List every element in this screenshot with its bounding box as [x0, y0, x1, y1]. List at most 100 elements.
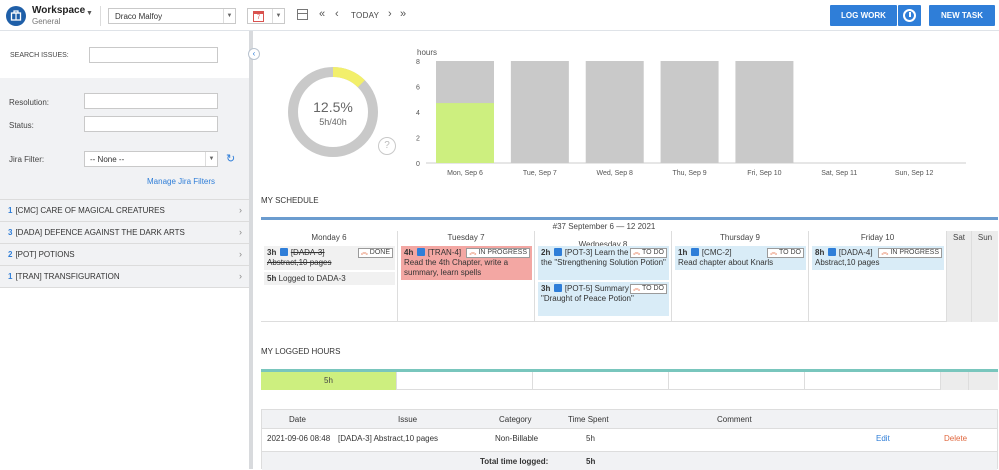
- task-hours: 8h: [815, 248, 825, 257]
- manage-filters-link[interactable]: Manage Jira Filters: [147, 177, 216, 186]
- user-select-value: Draco Malfoy: [115, 12, 163, 21]
- checkbox-icon: [827, 248, 836, 256]
- resolution-input[interactable]: [84, 93, 218, 109]
- table-header: Date Issue Category Time Spent Comment: [262, 410, 997, 429]
- left-panel: SEARCH ISSUES: Resolution: Status: Jira …: [0, 31, 249, 469]
- left-panel-empty: [0, 287, 249, 469]
- user-select[interactable]: Draco Malfoy ▼: [108, 8, 236, 24]
- task-hours: 5h: [267, 274, 277, 283]
- bar-planned: [660, 61, 719, 163]
- calendar-button[interactable]: 7 ▼: [247, 8, 285, 24]
- jira-filter-label: Jira Filter:: [9, 155, 45, 164]
- row-issue: [DADA-3] Abstract,10 pages: [338, 434, 439, 443]
- day-column-wednesday[interactable]: Wednesday 8 2h [POT-3] Learn the recipe …: [535, 231, 672, 322]
- chevron-right-icon: ›: [239, 205, 242, 215]
- panel-divider[interactable]: [249, 31, 253, 469]
- week-grid-icon[interactable]: [297, 9, 308, 20]
- task-hours: 3h: [267, 248, 277, 257]
- task-card[interactable]: 4h [TRAN-4] Read the 4th Chapter, write …: [401, 246, 532, 280]
- day-column-friday[interactable]: Friday 10 8h [DADA-4] Abstract,10 pages …: [809, 231, 947, 322]
- separator: [100, 6, 101, 26]
- x-tick-label: Mon, Sep 6: [447, 170, 483, 177]
- hours-value: 5h/40h: [319, 117, 347, 127]
- day-column-sunday[interactable]: Sun: [972, 231, 998, 322]
- workspace-title[interactable]: Workspace: [32, 5, 86, 16]
- x-tick-label: Tue, Sep 7: [523, 170, 557, 177]
- logged-hours-title: MY LOGGED HOURS: [261, 347, 341, 356]
- top-bar: Workspace General ▼ Draco Malfoy ▼ 7 ▼ «…: [0, 0, 999, 31]
- bar-planned: [510, 61, 569, 163]
- day-header: Thursday 9: [719, 233, 761, 242]
- x-tick-label: Thu, Sep 9: [672, 170, 706, 177]
- logged-hours-saturday: [941, 372, 969, 390]
- logged-hours-row: 5h: [261, 372, 998, 390]
- help-icon[interactable]: ?: [378, 137, 396, 155]
- workspace-caret-icon[interactable]: ▼: [86, 10, 93, 17]
- chevron-down-icon: ▼: [223, 9, 235, 23]
- project-name: [DADA] DEFENCE AGAINST THE DARK ARTS: [15, 228, 185, 237]
- day-column-monday[interactable]: Monday 6 3h [DADA-3] Abstract,10 pages ︽…: [261, 231, 398, 322]
- status-badge: IN PROGRESS: [890, 249, 939, 256]
- task-key: [DADA-4]: [838, 248, 873, 257]
- prev-week-icon[interactable]: «: [319, 8, 326, 20]
- task-card[interactable]: 2h [POT-3] Learn the recipe of the "Stre…: [538, 246, 669, 280]
- logged-hours-bar: [261, 369, 998, 372]
- workspace-icon[interactable]: [6, 6, 26, 26]
- task-title: Read chapter about Knarls: [678, 258, 774, 267]
- task-card[interactable]: 3h [POT-5] Summary about the "Draught of…: [538, 282, 669, 316]
- row-date: 2021-09-06 08:48: [267, 434, 331, 443]
- project-count: 1: [8, 206, 13, 215]
- task-title: Abstract,10 pages: [267, 258, 332, 267]
- project-item-pot[interactable]: 2 [POT] POTIONS ›: [0, 243, 249, 265]
- hours-bar-chart: hours 0 2 4 6 8 Mon, Sep 6 Tue, Sep 7 Wed, Sep 8…: [416, 48, 966, 177]
- edit-link[interactable]: Edit: [876, 434, 890, 443]
- task-card[interactable]: 1h [CMC-2] Read chapter about Knarls ︽ T…: [675, 246, 806, 270]
- delete-link[interactable]: Delete: [944, 434, 968, 443]
- day-column-thursday[interactable]: Thursday 9 1h [CMC-2] Read chapter about…: [672, 231, 809, 322]
- next-day-icon[interactable]: ›: [388, 8, 392, 20]
- search-input[interactable]: [89, 47, 218, 63]
- worklog-card[interactable]: 5h Logged to DADA-3: [264, 272, 395, 285]
- collapse-panel-icon[interactable]: ‹: [248, 48, 260, 60]
- day-column-tuesday[interactable]: Tuesday 7 4h [TRAN-4] Read the 4th Chapt…: [398, 231, 535, 322]
- prev-day-icon[interactable]: ‹: [335, 8, 339, 20]
- project-name: [TRAN] TRANSFIGURATION: [15, 272, 120, 281]
- task-card[interactable]: 3h [DADA-3] Abstract,10 pages ︽ DONE: [264, 246, 395, 270]
- log-work-button[interactable]: LOG WORK: [830, 5, 897, 26]
- priority-icon: ︽: [633, 249, 641, 256]
- worklog-text: Logged to DADA-3: [278, 274, 346, 283]
- project-count: 3: [8, 228, 13, 237]
- task-card[interactable]: 8h [DADA-4] Abstract,10 pages ︽ IN PROGR…: [812, 246, 944, 270]
- new-task-button[interactable]: NEW TASK: [929, 5, 995, 26]
- project-item-cmc[interactable]: 1 [CMC] CARE OF MAGICAL CREATURES ›: [0, 199, 249, 221]
- logged-hours-tuesday: [397, 372, 533, 390]
- timer-button[interactable]: [898, 5, 921, 26]
- refresh-icon[interactable]: ↻: [226, 153, 236, 165]
- column-issue: Issue: [398, 415, 418, 424]
- total-value: 5h: [586, 457, 596, 466]
- chevron-right-icon: ›: [239, 227, 242, 237]
- day-column-saturday[interactable]: Sat: [947, 231, 972, 322]
- status-badge: DONE: [369, 249, 390, 256]
- status-input[interactable]: [84, 116, 218, 132]
- next-week-icon[interactable]: »: [400, 8, 407, 20]
- x-tick-label: Sat, Sep 11: [821, 170, 857, 177]
- x-tick-label: Sun, Sep 12: [895, 170, 934, 177]
- checkbox-icon: [553, 248, 562, 256]
- project-item-tran[interactable]: 1 [TRAN] TRANSFIGURATION ›: [0, 265, 249, 287]
- today-button[interactable]: TODAY: [351, 11, 380, 20]
- project-item-dada[interactable]: 3 [DADA] DEFENCE AGAINST THE DARK ARTS ›: [0, 221, 249, 243]
- schedule-title: MY SCHEDULE: [261, 196, 319, 205]
- project-count: 2: [8, 250, 13, 259]
- row-time-spent: 5h: [586, 434, 595, 443]
- task-key: [TRAN-4]: [427, 248, 462, 257]
- task-hours: 3h: [541, 284, 551, 293]
- project-count: 1: [8, 272, 13, 281]
- jira-filter-select[interactable]: -- None -- ▼: [84, 151, 218, 167]
- chevron-right-icon: ›: [239, 249, 242, 259]
- priority-icon: ︽: [633, 285, 641, 292]
- day-header: Wednesday 8: [578, 240, 628, 249]
- status-badge: TO DO: [778, 249, 801, 256]
- priority-icon: ︽: [881, 249, 889, 256]
- x-tick-label: Fri, Sep 10: [747, 170, 781, 177]
